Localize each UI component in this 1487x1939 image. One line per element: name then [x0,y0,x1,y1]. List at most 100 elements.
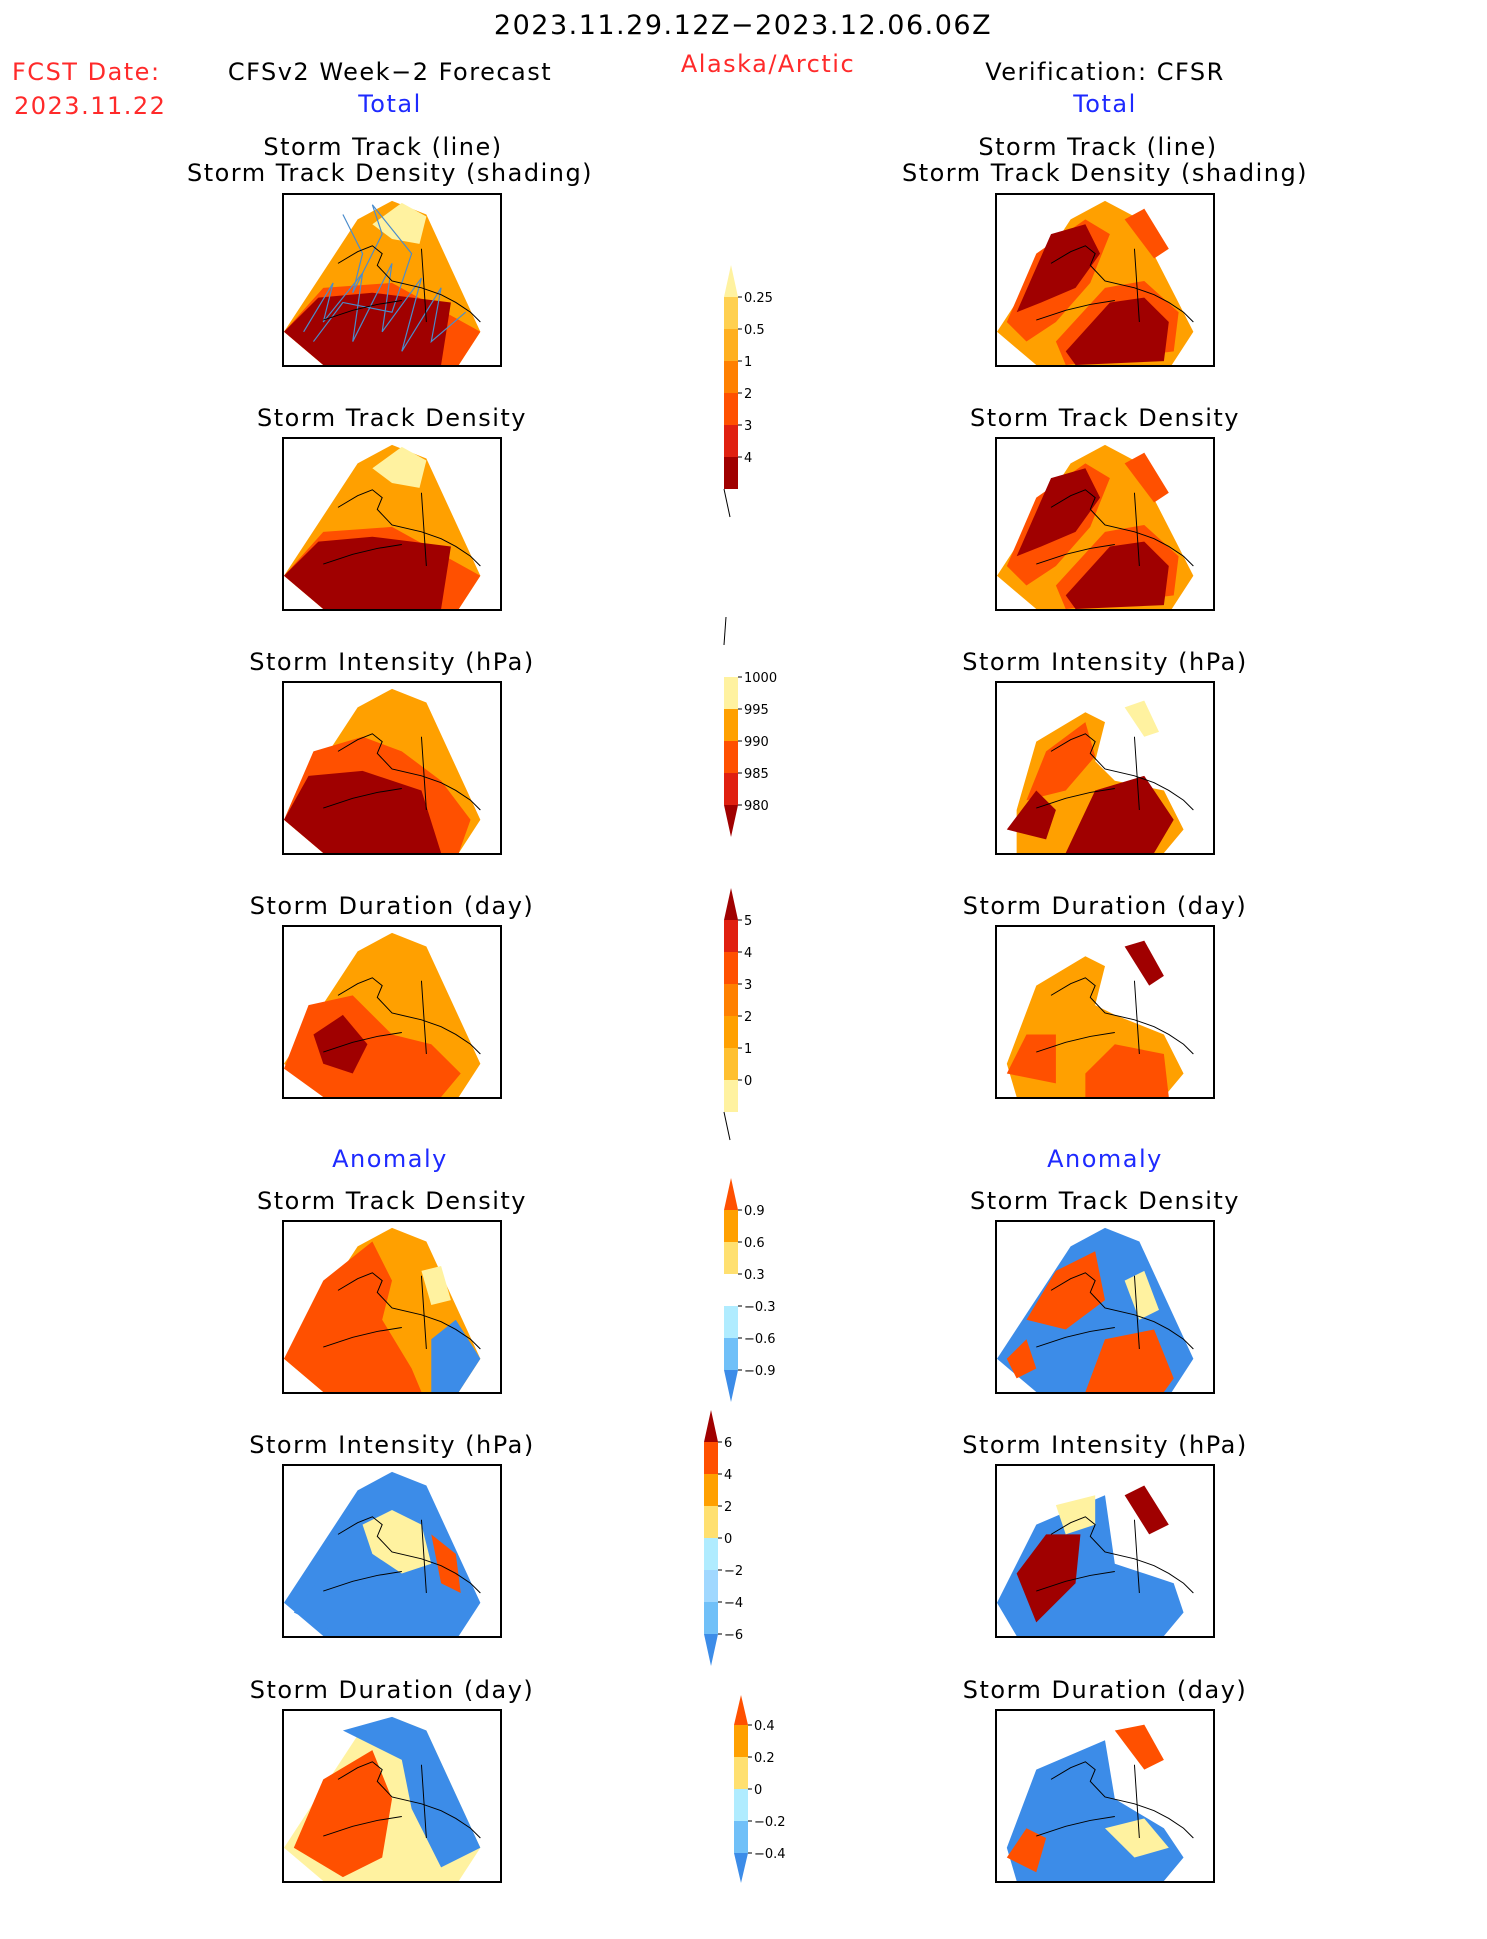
colorbar-segment [724,457,738,489]
storm-track-line [312,204,413,342]
left-anomaly-label: Anomaly [332,1145,448,1173]
colorbar-segment [724,984,738,1016]
colorbar-tick-label: 980 [744,799,769,814]
colorbar-tick-label: 985 [744,767,769,782]
colorbar-segment [724,393,738,425]
colorbar-segment [704,1634,718,1666]
colorbar-segment [724,888,738,920]
colorbar-tick-label: −6 [724,1628,743,1643]
colorbar-tick-label: 2 [724,1500,732,1515]
colorbar-tick-label: −0.3 [744,1300,776,1315]
map-fcst-anom-density [282,1220,502,1394]
colorbar-tick-label: 6 [724,1436,732,1451]
left-title-duration: Storm Duration (day) [249,892,535,920]
colorbar-segment [724,1274,738,1306]
verification-column-title: Verification: CFSR [985,58,1225,86]
colorbar-segment [724,265,738,297]
colorbar-segment [724,297,738,329]
colorbar-tick-label: 0.4 [754,1719,775,1734]
colorbar-tick-label: 2 [744,387,752,402]
colorbar-tick-label: 4 [744,451,752,466]
colorbar-total-density: 0.25 0.5 1 2 3 4 [720,265,790,549]
colorbar-segment [704,1442,718,1474]
colorbar-tail [723,488,731,518]
colorbar-tick-label: 990 [744,735,769,750]
colorbar-tick-label: 0 [724,1532,732,1547]
map-fcst-anom-duration [282,1709,502,1883]
map-fcst-track [282,193,502,367]
colorbar-anomaly-duration: 0.4 0.2 0 −0.2 −0.4 [730,1695,800,1939]
left-title-track-shading: Storm Track Density (shading) [186,159,594,187]
fcst-date-label: FCST Date: [12,58,161,86]
colorbar-tick-label: −4 [724,1596,743,1611]
colorbar-segment [724,1016,738,1048]
colorbar-segment [724,1210,738,1242]
colorbar-segment [704,1602,718,1634]
colorbar-segment [734,1725,748,1757]
right-anomaly-label: Anomaly [1047,1145,1163,1173]
map-cfsr-intensity [995,681,1215,855]
colorbar-segment [724,1338,738,1370]
colorbar-total-duration: 5 4 3 2 1 0 [720,888,790,1172]
region-title: Alaska/Arctic [680,50,856,78]
colorbar-segment [724,1306,738,1338]
colorbar-segment [724,741,738,773]
left-title-anom-intensity: Storm Intensity (hPa) [249,1431,535,1459]
colorbar-tick-label: 3 [744,419,752,434]
colorbar-segment [724,677,738,709]
colorbar-tick-label: −0.2 [754,1815,786,1830]
right-title-track-shading: Storm Track Density (shading) [901,159,1309,187]
colorbar-tick-label: 0.6 [744,1236,765,1251]
left-title-track-line: Storm Track (line) [263,133,503,161]
right-title-anom-duration: Storm Duration (day) [962,1676,1248,1704]
colorbar-tail [723,616,727,646]
colorbar-segment [724,645,738,677]
colorbar-tick-label: 1000 [744,671,777,686]
colorbar-segment [734,1695,748,1725]
right-title-track-line: Storm Track (line) [978,133,1218,161]
right-title-anom-density: Storm Track Density [970,1187,1240,1215]
colorbar-anomaly-density: 0.9 0.6 0.3 −0.3 −0.6 −0.9 [720,1178,790,1462]
colorbar-segment [734,1789,748,1821]
colorbar-segment [724,1370,738,1402]
colorbar-tick-label: −2 [724,1564,743,1579]
map-fcst-density [282,437,502,611]
colorbar-segment [724,1242,738,1274]
colorbar-anomaly-intensity: 6 4 2 0 −2 −4 −6 [700,1410,770,1724]
right-title-intensity: Storm Intensity (hPa) [962,648,1248,676]
colorbar-segment [724,805,738,837]
colorbar-tick-label: 0.25 [744,291,773,306]
map-fcst-duration [282,925,502,1099]
colorbar-tick-label: −0.6 [744,1332,776,1347]
map-cfsr-anom-density [995,1220,1215,1394]
colorbar-segment [724,920,738,952]
colorbar-segment [724,361,738,393]
right-title-duration: Storm Duration (day) [962,892,1248,920]
left-title-density: Storm Track Density [257,404,527,432]
map-fcst-anom-intensity [282,1464,502,1638]
colorbar-tick-label: 0 [754,1783,762,1798]
colorbar-tick-label: 0 [744,1074,752,1089]
colorbar-tick-label: 0.5 [744,323,765,338]
colorbar-segment [704,1506,718,1538]
map-cfsr-anom-intensity [995,1464,1215,1638]
forecast-total-label: Total [358,90,422,118]
right-title-density: Storm Track Density [970,404,1240,432]
verification-total-label: Total [1073,90,1137,118]
colorbar-segment [724,1080,738,1112]
colorbar-segment [704,1538,718,1570]
left-title-intensity: Storm Intensity (hPa) [249,648,535,676]
map-cfsr-density [995,437,1215,611]
colorbar-tick-label: 0.2 [754,1751,775,1766]
colorbar-tick-label: 2 [744,1010,752,1025]
colorbar-tick-label: 5 [744,914,752,929]
colorbar-tick-label: 4 [724,1468,732,1483]
right-title-anom-intensity: Storm Intensity (hPa) [962,1431,1248,1459]
colorbar-segment [734,1853,748,1883]
colorbar-segment [724,709,738,741]
colorbar-segment [724,425,738,457]
colorbar-tick-label: 0.3 [744,1268,765,1283]
map-cfsr-anom-duration [995,1709,1215,1883]
map-cfsr-duration [995,925,1215,1099]
colorbar-segment [704,1474,718,1506]
